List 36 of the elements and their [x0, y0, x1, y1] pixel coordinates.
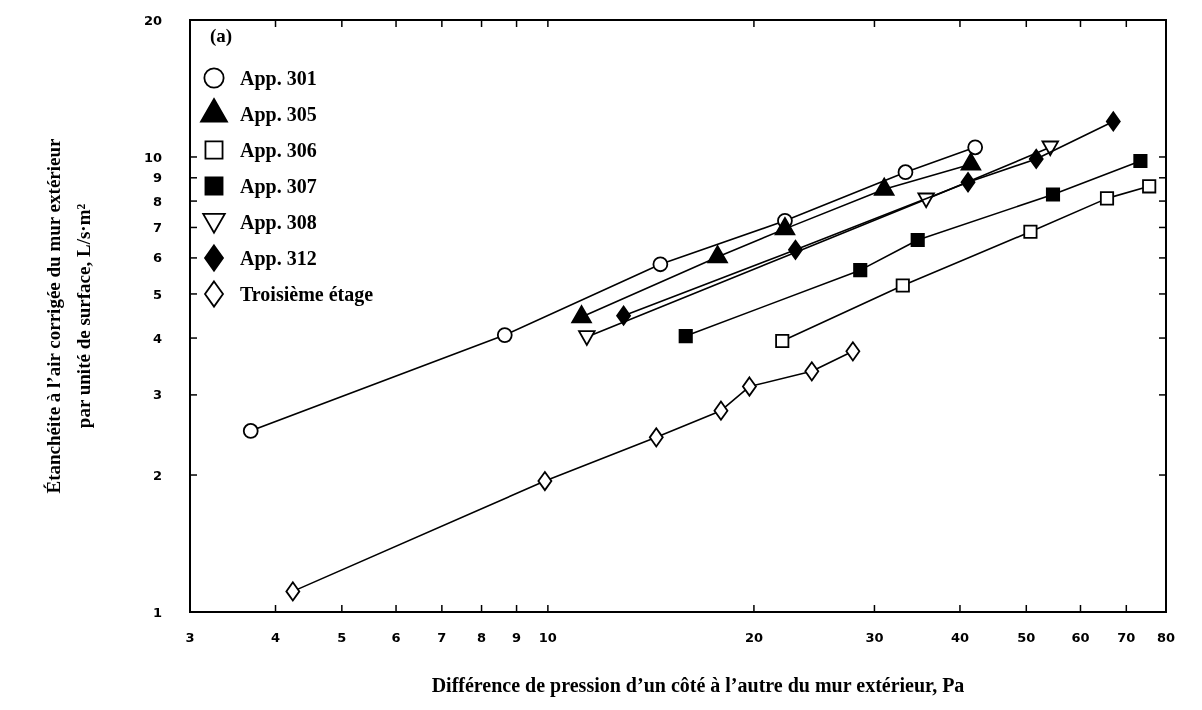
legend-label: App. 312: [240, 247, 317, 270]
y-tick-label: 20: [143, 12, 162, 28]
legend-label: App. 308: [240, 211, 317, 234]
x-tick-label: 10: [538, 630, 557, 645]
x-tick-label: 3: [185, 630, 195, 645]
x-axis-title: Différence de pression d’un côté à l’autre du mur extérieur, Pa: [431, 674, 965, 697]
legend-label: Troisième étage: [240, 283, 374, 306]
x-tick-label: 5: [337, 630, 347, 645]
x-tick-label: 9: [512, 630, 522, 645]
x-tick-label: 4: [270, 630, 281, 645]
x-tick-label: 8: [477, 630, 487, 645]
y-tick-label: 4: [152, 330, 162, 346]
legend-label: App. 301: [240, 67, 317, 90]
y-tick-label: 2: [152, 467, 162, 483]
x-tick-label: 80: [1156, 630, 1176, 645]
x-tick-label: 7: [437, 630, 447, 645]
x-tick-label: 20: [744, 630, 763, 645]
legend-label: App. 307: [240, 175, 317, 198]
x-tick-label: 70: [1117, 630, 1136, 645]
legend-label: App. 305: [240, 103, 317, 126]
x-tick-label: 30: [865, 630, 884, 645]
x-tick-label: 50: [1017, 630, 1036, 645]
y-tick-label: 1: [152, 604, 162, 620]
y-tick-label: 5: [152, 286, 162, 302]
x-tick-label: 6: [391, 630, 401, 645]
legend-label: App. 306: [240, 139, 317, 162]
y-tick-label: 3: [152, 387, 162, 403]
y-tick-label: 9: [152, 170, 162, 186]
x-tick-label: 60: [1071, 630, 1090, 645]
y-tick-label: 8: [152, 193, 162, 209]
y-axis-title: Étanchéite à l’air corrigée du mur extérieur par unité de surface, L/s·m²: [43, 137, 94, 494]
annotation: (a): [210, 25, 233, 47]
x-tick-label: 40: [950, 630, 970, 645]
y-tick-label: 6: [152, 250, 162, 266]
y-tick-label: 10: [143, 149, 162, 165]
y-tick-label: 7: [152, 220, 162, 236]
